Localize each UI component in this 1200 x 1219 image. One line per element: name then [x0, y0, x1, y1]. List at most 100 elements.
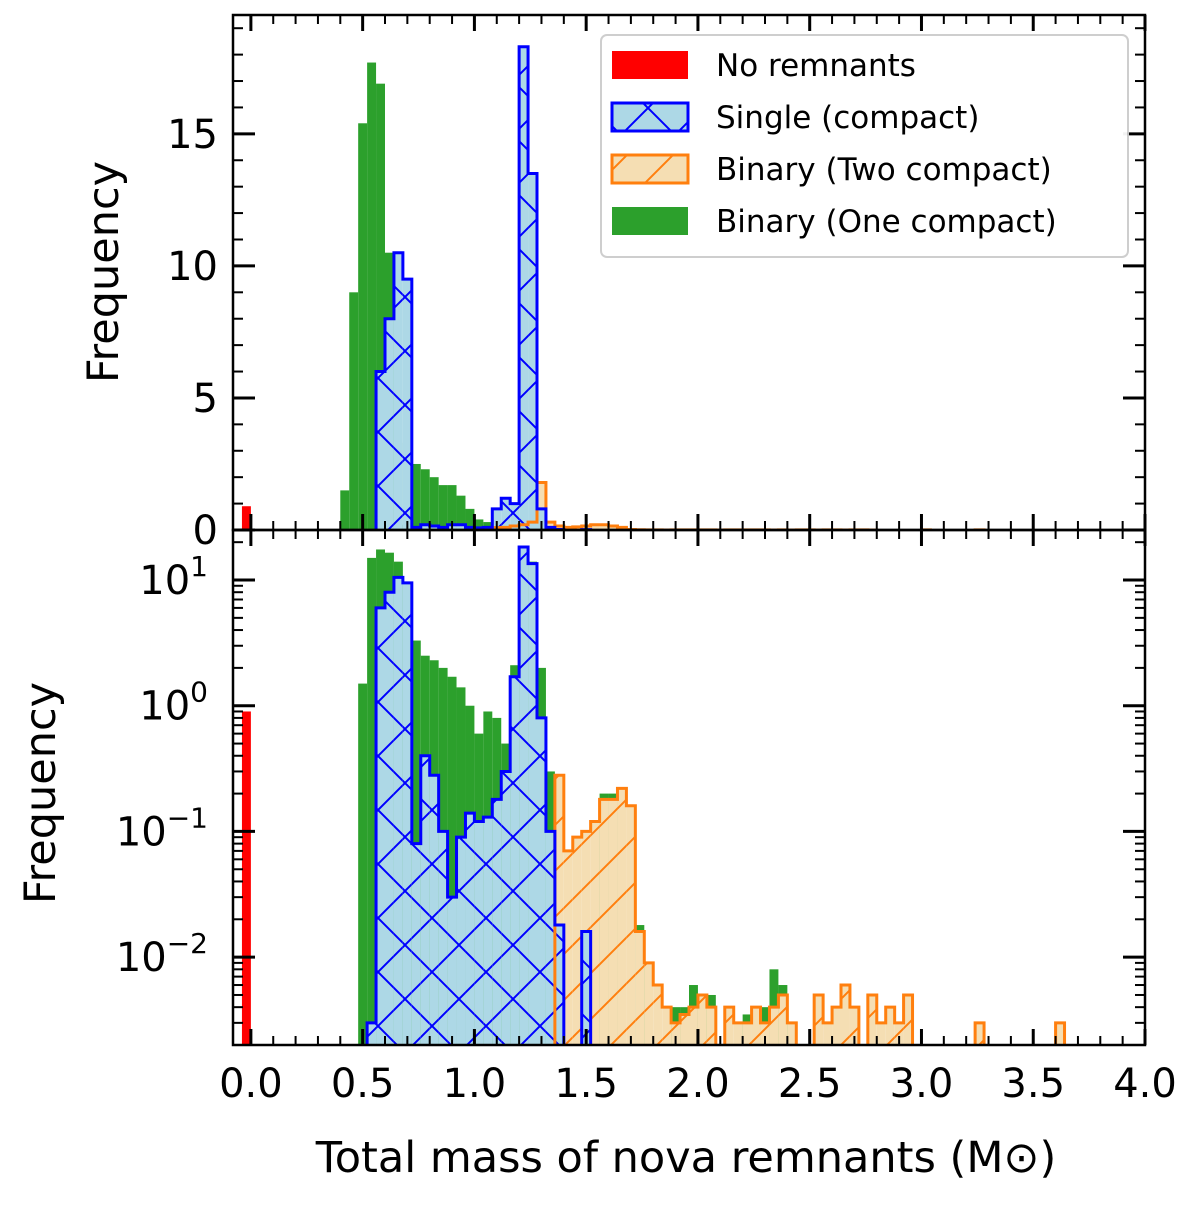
x-tick-label: 4.0 — [1113, 1061, 1177, 1107]
bottom-bar-binary-two-compact — [769, 1007, 779, 1045]
top-bar-binary-one-compact — [340, 490, 350, 530]
bottom-bar-single-compact — [483, 817, 493, 1045]
bottom-bar-binary-one-compact — [367, 557, 377, 1045]
legend-box — [600, 34, 1129, 258]
bottom-bar-binary-two-compact — [751, 1007, 761, 1045]
bottom-bar-binary-two-compact — [697, 994, 707, 1045]
legend-label-single-compact: Single (compact) — [716, 100, 979, 136]
bottom-bar-binary-two-compact — [563, 850, 573, 1045]
top-bar-single-compact — [376, 371, 385, 530]
bottom-bar-binary-two-compact — [653, 985, 663, 1045]
bottom-bar-single-compact — [420, 755, 430, 1045]
bottom-bar-binary-two-compact — [706, 1007, 716, 1045]
bottom-bar-binary-two-compact — [680, 1014, 689, 1045]
bottom-bar-single-compact — [581, 931, 591, 1045]
bottom-bar-binary-two-compact — [823, 1022, 833, 1045]
x-tick-label: 3.5 — [1001, 1061, 1065, 1107]
bottom-bar-binary-two-compact — [778, 994, 788, 1045]
top-y-tick-label: 0 — [193, 508, 218, 554]
bottom-outline-binary-two-compact — [553, 773, 1067, 1045]
x-tick-label: 1.5 — [554, 1061, 618, 1107]
bottom-bar-binary-two-compact — [903, 994, 913, 1045]
bottom-bar-single-compact — [474, 821, 484, 1045]
top-bar-binary-one-compact — [447, 485, 457, 530]
x-tick-label: 2.5 — [778, 1061, 842, 1107]
top-bar-binary-one-compact — [367, 62, 377, 530]
bottom-bar-binary-two-compact — [599, 799, 609, 1045]
top-bar-binary-one-compact — [474, 519, 484, 530]
bottom-y-tick-label: 101 — [139, 550, 208, 604]
top-bar-single-compact — [528, 173, 537, 530]
bottom-bar-single-compact — [411, 843, 421, 1045]
bottom-bar-single-compact — [545, 831, 555, 1045]
top-bar-binary-two-compact — [599, 524, 609, 530]
bottom-bar-binary-two-compact — [849, 1007, 859, 1045]
bottom-bar-binary-two-compact — [814, 994, 824, 1045]
top-bar-binary-two-compact — [590, 524, 600, 530]
bottom-bar-single-compact — [367, 1022, 377, 1045]
bottom-bar-single-compact — [492, 799, 502, 1045]
legend-label-no-remnants: No remnants — [716, 48, 916, 84]
top-bar-single-compact — [519, 46, 529, 530]
bottom-panel-log: 0.0 0.5 1.0 1.5 2.0 2.5 3.0 3.5 4.0 101 100 10−1 10−… — [16, 528, 1177, 1183]
top-y-axis-title: Frequency — [79, 161, 129, 383]
x-tick-label: 0.5 — [331, 1061, 395, 1107]
bottom-bar-binary-two-compact — [894, 1022, 904, 1045]
bottom-bar-single-compact — [447, 897, 457, 1045]
bottom-bar-binary-one-compact — [358, 683, 368, 1045]
top-bar-single-compact — [420, 524, 430, 530]
top-outline-binary-two-compact — [490, 480, 986, 530]
bottom-bar-binary-two-compact — [1055, 1022, 1065, 1045]
bottom-y-axis-title: Frequency — [16, 682, 66, 904]
bottom-bar-single-compact — [528, 563, 537, 1045]
legend-swatch-no-remnants — [612, 51, 688, 79]
legend-swatch-single-compact — [610, 101, 690, 133]
top-bar-single-compact — [456, 524, 466, 530]
bottom-bar-single-compact — [429, 775, 439, 1045]
bottom-bar-single-compact — [501, 771, 511, 1045]
bottom-bar-single-compact — [554, 925, 564, 1045]
bottom-bar-single-compact — [537, 717, 546, 1045]
bottom-bar-single-compact — [465, 813, 475, 1045]
top-bar-single-compact — [402, 279, 412, 530]
top-bar-no-remnants — [241, 506, 251, 530]
top-bar-binary-one-compact — [465, 508, 475, 530]
legend-swatch-binary-two-compact — [610, 153, 690, 185]
top-bar-single-compact — [385, 318, 394, 530]
bottom-bar-binary-two-compact — [832, 1007, 841, 1045]
bottom-outline-single-spike — [580, 929, 593, 1045]
legend-swatch-binary-one-compact — [612, 207, 688, 235]
top-bar-single-compact — [501, 498, 511, 530]
x-axis-title: Total mass of nova remnants (M⊙) — [315, 1133, 1057, 1183]
bottom-bar-binary-two-compact — [608, 799, 618, 1045]
bottom-bar-binary-two-compact — [671, 1022, 681, 1045]
legend: No remnants Single (compact) Binary (Two c… — [600, 34, 1129, 258]
x-tick-label: 0.0 — [219, 1061, 283, 1107]
top-bar-single-compact — [429, 526, 439, 530]
bottom-bar-binary-two-compact — [841, 985, 850, 1045]
bottom-bar-binary-two-compact — [635, 931, 645, 1045]
bottom-bar-binary-two-compact — [867, 994, 877, 1045]
top-bar-binary-two-compact — [537, 482, 546, 530]
bottom-panel-frame — [231, 528, 1147, 1047]
top-bar-binary-one-compact — [376, 83, 385, 530]
bottom-bar-single-compact — [456, 837, 466, 1045]
bottom-y-tick-label: 10−1 — [116, 801, 208, 855]
top-bar-binary-one-compact — [411, 463, 421, 530]
top-bar-single-compact — [393, 252, 403, 530]
bottom-bar-binary-two-compact — [733, 1022, 743, 1045]
bottom-bar-binary-two-compact — [572, 837, 582, 1045]
bottom-bar-binary-two-compact — [885, 1007, 895, 1045]
bottom-bar-binary-two-compact — [626, 805, 636, 1045]
bottom-bar-binary-two-compact — [724, 1007, 734, 1045]
x-tick-label: 3.0 — [890, 1061, 954, 1107]
bottom-bar-binary-two-compact — [742, 1022, 752, 1045]
x-tick-label: 2.0 — [666, 1061, 730, 1107]
top-bar-binary-one-compact — [456, 495, 466, 530]
bottom-outline-single-compact — [365, 545, 566, 1045]
top-y-tick-label: 10 — [167, 244, 218, 290]
bottom-y-tick-label: 100 — [139, 676, 208, 730]
top-bar-single-compact — [492, 508, 502, 530]
bottom-bar-binary-one-compact — [447, 676, 457, 1045]
